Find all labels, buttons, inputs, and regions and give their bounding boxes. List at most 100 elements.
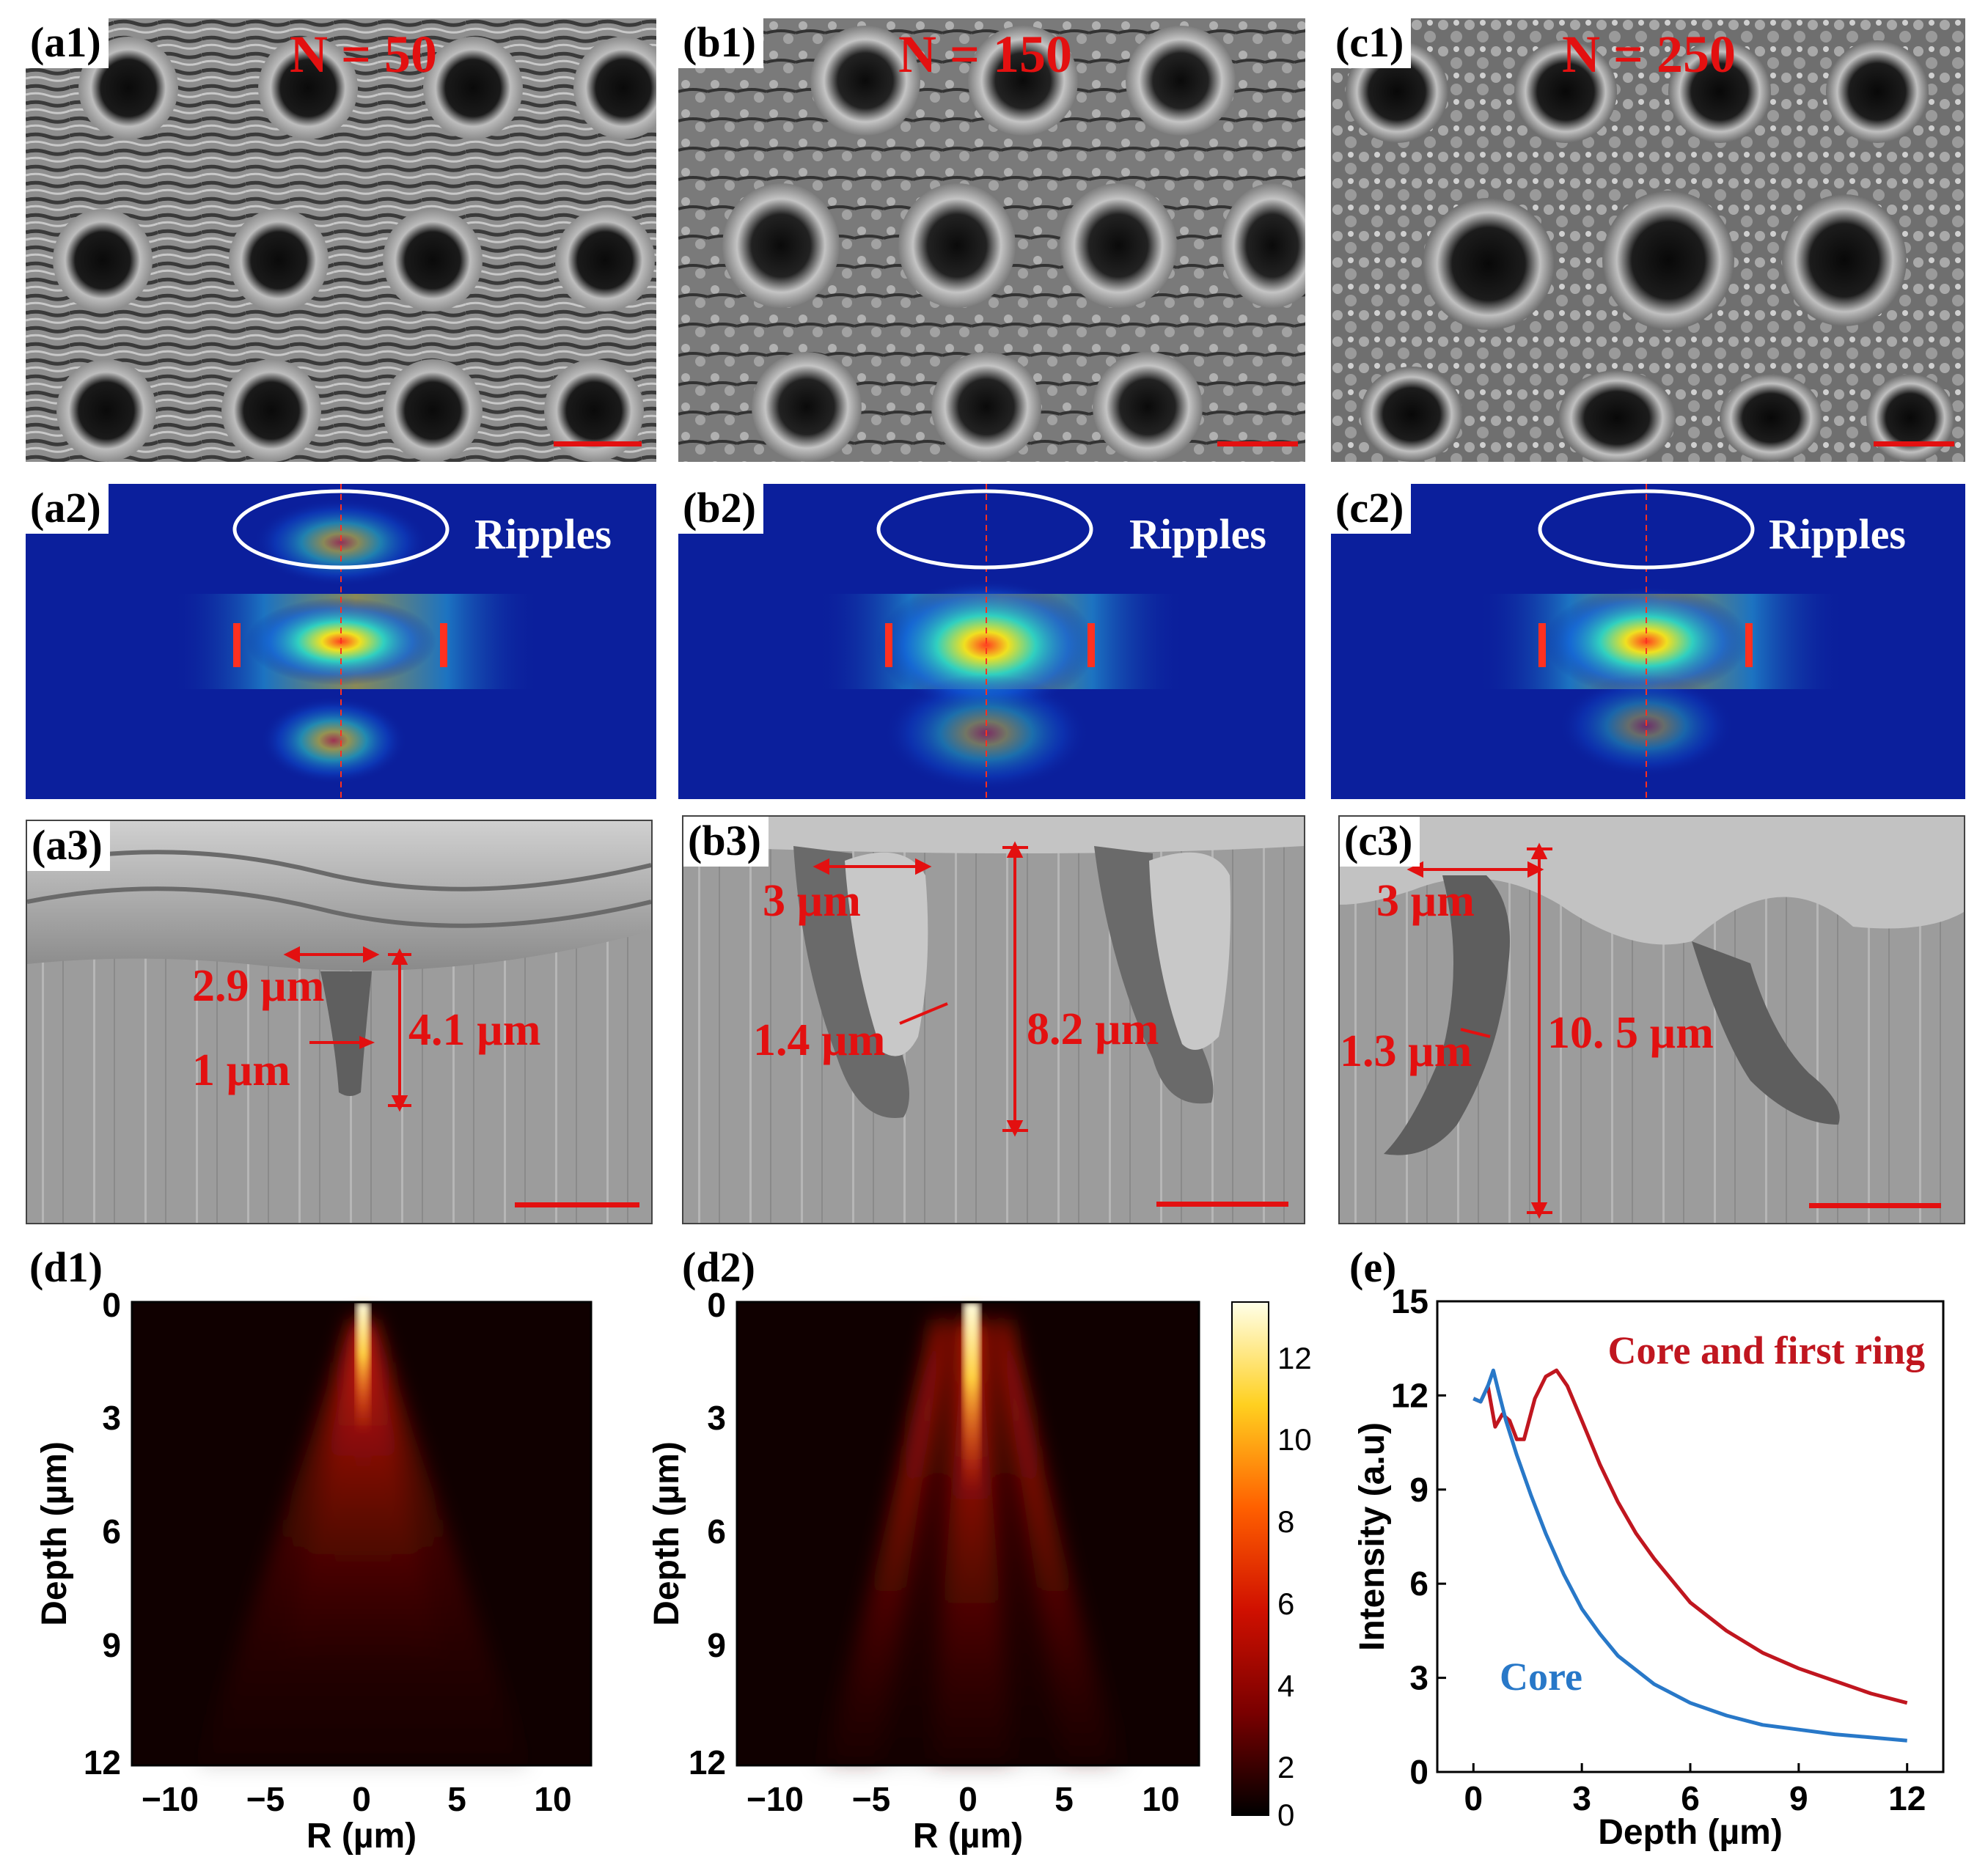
fft-spectrum-c2	[1478, 484, 1844, 799]
d2-xtick: 0	[958, 1780, 978, 1818]
d2-xtick: −5	[852, 1780, 890, 1818]
cross-section-texture-b3	[683, 817, 1304, 1223]
d2-xtick: −10	[747, 1780, 804, 1818]
scale-bar-c1	[1874, 441, 1954, 446]
colorbar-tick: 6	[1277, 1586, 1294, 1621]
d1-ylabel: Depth (µm)	[35, 1441, 74, 1626]
colorbar-tick: 0	[1277, 1798, 1294, 1832]
d1-xtick: 10	[534, 1780, 571, 1818]
d2-xtick: 5	[1054, 1780, 1074, 1818]
pulse-count-c1: N = 250	[1562, 25, 1736, 84]
chart-e-xtick-label: 0	[1464, 1779, 1483, 1817]
chart-e-ytick-label: 6	[1409, 1564, 1428, 1603]
panel-label-d1: (d1)	[29, 1243, 103, 1291]
d1-xtick: 0	[352, 1780, 371, 1818]
cross-section-texture-c3	[1340, 817, 1964, 1223]
sem-image-c1: (c1) N = 250	[1331, 18, 1965, 462]
d2-ylabel: Depth (µm)	[648, 1441, 686, 1626]
scale-bar-c3	[1809, 1203, 1941, 1208]
d2-xtick: 10	[1142, 1780, 1179, 1818]
cross-section-b3: (b3) 3 µm 1.4 µm 8.2 µm	[682, 815, 1305, 1224]
chart-e-ytick-label: 3	[1409, 1659, 1428, 1697]
measurement-lines-a3	[283, 946, 411, 1112]
d1-ytick: 3	[102, 1399, 121, 1437]
panel-label-b2: (b2)	[678, 484, 763, 534]
depth-c3: 10. 5 µm	[1547, 1008, 1714, 1058]
panel-label-e: (e)	[1349, 1243, 1397, 1291]
d1-ytick: 0	[102, 1290, 121, 1324]
fft-image-c2: (c2) Ripples	[1331, 484, 1965, 799]
width-top-a3: 2.9 µm	[192, 961, 325, 1011]
d2-ytick: 6	[707, 1512, 726, 1551]
chart-e-ytick-label: 0	[1409, 1753, 1428, 1791]
cross-section-texture-a3	[27, 821, 651, 1223]
chart-e-xtick-label: 6	[1681, 1779, 1700, 1817]
chart-e-xlabel: Depth (µm)	[1598, 1813, 1783, 1852]
measurement-lines-b3	[813, 841, 1028, 1137]
fft-spectrum-b2	[818, 484, 1184, 799]
colorbar	[1231, 1301, 1269, 1816]
sem-texture-a1	[26, 18, 656, 462]
colorbar-tick: 8	[1277, 1504, 1294, 1539]
line-chart-e: 0 3 6 9 12 15 0 3 6 9 12 Depth (µm) Intensity (a.…	[1353, 1287, 1945, 1852]
heatmap-d1-core	[356, 1302, 370, 1434]
scale-bar-b3	[1156, 1202, 1288, 1207]
d1-ytick: 12	[84, 1743, 121, 1781]
pulse-count-b1: N = 150	[898, 25, 1073, 84]
cross-section-a3: (a3) 2.9 µm 1 µm 4.1 µm	[26, 820, 653, 1224]
sem-texture-c1	[1331, 18, 1965, 462]
colorbar-tick: 4	[1277, 1669, 1294, 1703]
chart-e-ylabel: Intensity (a.u)	[1353, 1422, 1392, 1651]
d2-ytick: 12	[689, 1743, 726, 1781]
panel-label-d2: (d2)	[682, 1243, 755, 1291]
series-line-core-and-first-ring	[1472, 1368, 1908, 1705]
d1-ytick: 9	[102, 1626, 121, 1664]
scale-bar-a1	[554, 441, 642, 446]
d2-ytick: 9	[707, 1626, 726, 1664]
width-top-b3: 3 µm	[763, 876, 861, 926]
ripples-label-c2: Ripples	[1769, 510, 1906, 558]
d1-xlabel: R (µm)	[307, 1817, 417, 1855]
measurement-lines-c3	[1406, 842, 1552, 1219]
panel-label-c3: (c3)	[1340, 817, 1420, 867]
colorbar-tick: 10	[1277, 1422, 1312, 1457]
chart-e-ytick-label: 12	[1391, 1376, 1428, 1414]
fft-image-b2: (b2) Ripples	[678, 484, 1305, 799]
colorbar-tick: 12	[1277, 1341, 1312, 1375]
sem-texture-b1	[678, 18, 1305, 462]
width-neck-c3: 1.3 µm	[1340, 1026, 1472, 1076]
heatmap-d2: 0 3 6 9 12 −10 −5 0 5 10 R (µm) Depth (µ…	[648, 1290, 1312, 1855]
width-top-c3: 3 µm	[1376, 876, 1475, 926]
d1-xtick: 5	[447, 1780, 466, 1818]
sem-image-b1: (b1) N = 150	[678, 18, 1305, 462]
d2-ytick: 0	[707, 1290, 726, 1324]
heatmap-d1: 0 3 6 9 12 −10 −5 0 5 10 R (µm) Depth (µ…	[35, 1290, 593, 1855]
scale-bar-a3	[515, 1202, 639, 1207]
depth-a3: 4.1 µm	[408, 1005, 541, 1055]
panel-label-b1: (b1)	[678, 18, 763, 68]
legend-core-and-first-ring: Core and first ring	[1608, 1328, 1925, 1372]
chart-e-ytick-label: 15	[1391, 1287, 1428, 1320]
legend-core: Core	[1500, 1655, 1582, 1699]
panel-label-c1: (c1)	[1331, 18, 1412, 68]
width-neck-b3: 1.4 µm	[753, 1015, 886, 1065]
d2-xlabel: R (µm)	[913, 1817, 1023, 1855]
panel-label-a2: (a2)	[26, 484, 109, 534]
series-line-core	[1472, 1368, 1907, 1743]
colorbar-tick: 2	[1277, 1750, 1294, 1784]
d2-ytick: 3	[707, 1399, 726, 1437]
ripples-label-b2: Ripples	[1129, 510, 1266, 558]
panel-label-a3: (a3)	[27, 821, 110, 871]
chart-e-xtick-label: 3	[1572, 1779, 1591, 1817]
fft-image-a2: (a2) Ripples	[26, 484, 656, 799]
depth-b3: 8.2 µm	[1027, 1004, 1159, 1054]
chart-e-xtick-label: 9	[1789, 1779, 1808, 1817]
heatmap-d2-core	[963, 1302, 980, 1493]
cross-section-c3: (c3) 3 µm 1.3 µm 10. 5 µm	[1338, 815, 1965, 1224]
scale-bar-b1	[1217, 441, 1298, 446]
sem-image-a1: (a1) N = 50	[26, 18, 656, 462]
width-bottom-a3: 1 µm	[192, 1045, 290, 1095]
pulse-count-a1: N = 50	[290, 25, 438, 84]
panel-label-b3: (b3)	[683, 817, 769, 867]
chart-e-xtick-label: 12	[1888, 1779, 1926, 1817]
